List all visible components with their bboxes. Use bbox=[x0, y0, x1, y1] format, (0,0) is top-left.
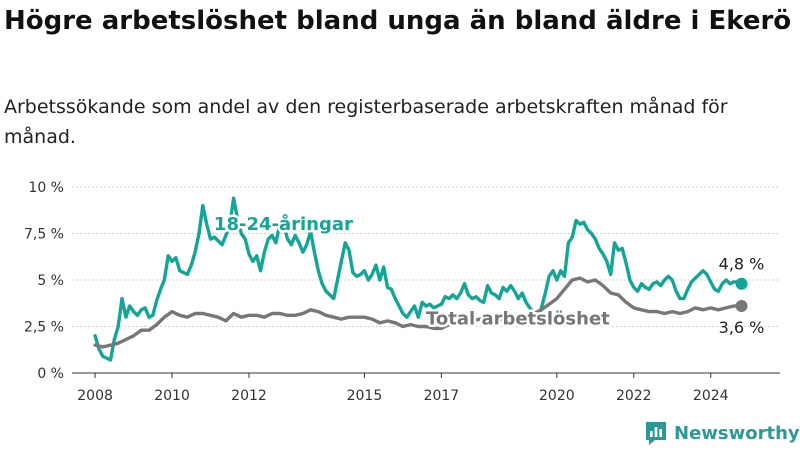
brand-logo: Newsworthy bbox=[644, 420, 800, 446]
x-tick-label: 2012 bbox=[231, 388, 267, 404]
series-line-total bbox=[93, 276, 744, 349]
y-tick-label: 7,5 % bbox=[24, 227, 64, 243]
series-lines bbox=[93, 196, 748, 362]
x-tick-label: 2022 bbox=[616, 388, 652, 404]
x-tick-label: 2024 bbox=[693, 388, 729, 404]
y-tick-label: 5 % bbox=[37, 273, 64, 289]
x-tick-label: 2008 bbox=[77, 388, 113, 404]
chart-subtitle: Arbetssökande som andel av den registerb… bbox=[4, 96, 728, 148]
x-tick-label: 2010 bbox=[154, 388, 190, 404]
series-name-label-youth: 18-24-åringar bbox=[214, 213, 353, 235]
series-name-label-total: Total arbetslöshet bbox=[426, 309, 610, 330]
y-tick-label: 0 % bbox=[37, 366, 64, 382]
newsworthy-logo-icon bbox=[646, 422, 666, 445]
y-tick-label: 2,5 % bbox=[24, 320, 64, 336]
x-tick-label: 2020 bbox=[539, 388, 575, 404]
chart-title: Högre arbetslöshet bland unga än bland ä… bbox=[4, 6, 792, 36]
y-tick-label: 10 % bbox=[28, 180, 64, 196]
x-tick-label: 2017 bbox=[424, 388, 460, 404]
series-line-youth bbox=[93, 196, 744, 362]
endpoint-dot-youth bbox=[735, 277, 748, 290]
labels: 4,8 % 3,6 % 18-24-åringar Total arbetslöshe… bbox=[211, 210, 765, 337]
endpoint-dot-total bbox=[735, 300, 748, 313]
brand-name: Newsworthy bbox=[674, 422, 800, 444]
end-value-label-youth: 4,8 % bbox=[719, 255, 765, 274]
end-value-label-total: 3,6 % bbox=[719, 318, 765, 337]
x-tick-label: 2015 bbox=[347, 388, 383, 404]
axes: 0 % 2,5 % 5 % 7,5 % 10 % 2008 2010 2012 2015 2017… bbox=[24, 180, 780, 404]
